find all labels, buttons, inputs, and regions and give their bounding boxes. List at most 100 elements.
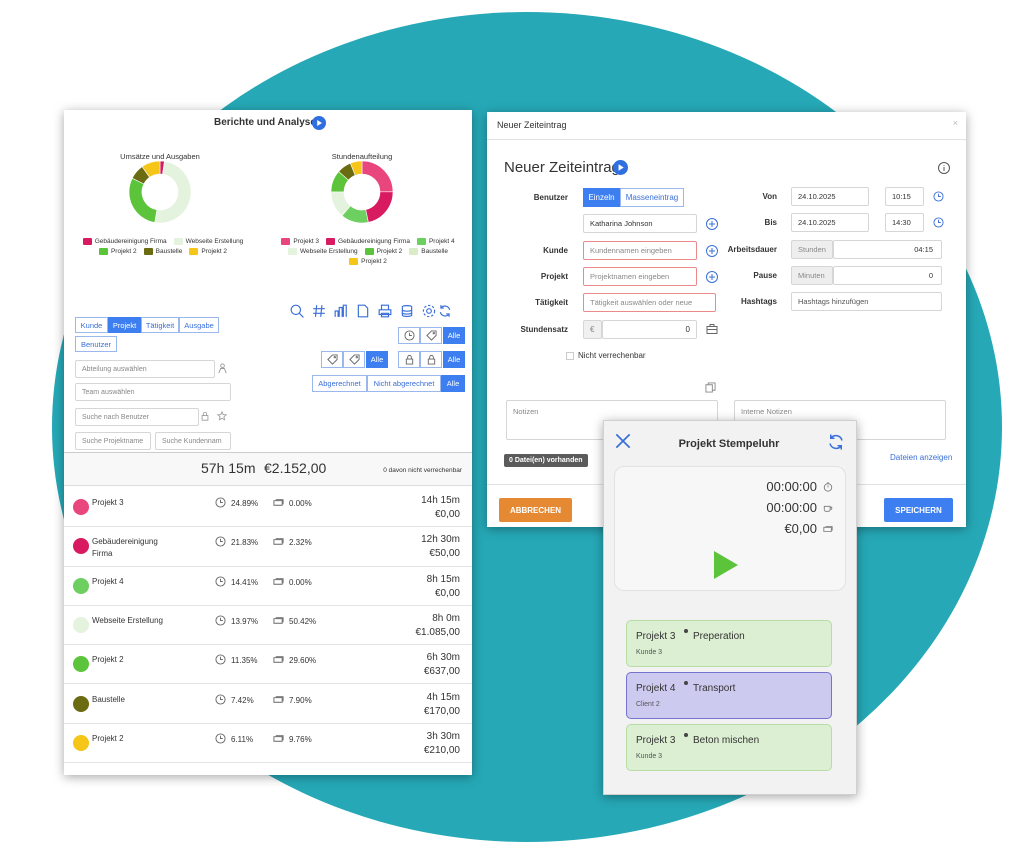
- dialog-title: Neuer Zeiteintrag: [504, 159, 620, 176]
- legend-swatch: [364, 248, 374, 255]
- icon-button[interactable]: [420, 327, 442, 344]
- toggle-button[interactable]: Alle: [443, 327, 465, 344]
- card-customer: Kunde 3: [636, 753, 663, 760]
- report-row[interactable]: Projekt 2 6.11% 9.76% 3h 30m €210,00: [64, 724, 472, 764]
- clock-icon: [933, 217, 944, 228]
- donut-segment: [361, 160, 394, 193]
- row-name: Projekt 2: [92, 655, 124, 665]
- revenue-share: 29.60%: [289, 656, 317, 666]
- toggle-button[interactable]: Alle: [366, 351, 388, 368]
- icon-button[interactable]: [321, 351, 343, 368]
- brief-icon: [706, 324, 718, 334]
- toggle-button[interactable]: Alle: [443, 351, 465, 368]
- lock-glyph: [407, 354, 412, 360]
- report-row[interactable]: Webseite Erstellung 13.97% 50.42% 8h 0m €1.0…: [64, 606, 472, 646]
- time-input[interactable]: 10:15: [885, 187, 924, 206]
- money-glyph: [273, 578, 283, 585]
- close-button[interactable]: [615, 433, 631, 449]
- clock-glyph: [215, 615, 226, 626]
- color-dot: [73, 616, 89, 633]
- row-hours: 14h 15m: [421, 495, 460, 506]
- money-glyph: [273, 736, 283, 742]
- hours-share: 6.11%: [231, 734, 254, 744]
- gear-glyph: [426, 308, 432, 314]
- plus-glyph: [709, 274, 715, 280]
- play-button[interactable]: [713, 550, 739, 580]
- legend-item: Projekt 4: [416, 238, 455, 245]
- report-row[interactable]: Gebäudereinigung Firma 21.83% 2.32% 12h 30m…: [64, 527, 472, 567]
- filter-input[interactable]: Suche Kundennam: [155, 432, 231, 450]
- cup-glyph: [830, 506, 833, 510]
- play-triangle: [714, 551, 738, 579]
- duration-input[interactable]: 04:15: [833, 240, 942, 259]
- filter-input[interactable]: Suche Projektname: [75, 432, 151, 450]
- billing-button[interactable]: Alle: [441, 375, 465, 392]
- date-input[interactable]: 24.10.2025: [791, 187, 869, 206]
- project-input[interactable]: Projektnamen eingeben: [583, 267, 697, 286]
- card-separator: [684, 629, 688, 633]
- money-icon: [273, 695, 284, 703]
- tag-icon: [426, 330, 437, 341]
- project-card[interactable]: Projekt 3 Beton mischen Kunde 3: [626, 724, 832, 771]
- mode-button[interactable]: Masseneintrag: [620, 188, 684, 207]
- timer-icon: [823, 482, 833, 492]
- legend-swatch: [349, 258, 359, 265]
- show-files-link[interactable]: Dateien anzeigen: [890, 453, 953, 462]
- checkbox[interactable]: [566, 352, 574, 360]
- print-glyph: [380, 312, 390, 318]
- legend: Projekt 3 Gebäudereinigung Firma Projekt 4…: [270, 238, 466, 265]
- report-row[interactable]: Baustelle 7.42% 7.90% 4h 15m €170,00: [64, 685, 472, 724]
- timer-glyph: [823, 483, 833, 492]
- billing-button[interactable]: Nicht abgerechnet: [367, 375, 441, 392]
- play-badge: [312, 116, 326, 130]
- report-row[interactable]: Projekt 3 24.89% 0.00% 14h 15m €0,00: [64, 488, 472, 528]
- row-hours: 3h 30m: [426, 730, 460, 742]
- save-button[interactable]: SPEICHERN: [884, 498, 953, 522]
- clock-glyph: [215, 693, 226, 705]
- customer-input[interactable]: Kundennamen eingeben: [583, 241, 697, 260]
- row-hours: 8h 15m: [426, 573, 460, 585]
- icon-button[interactable]: [398, 351, 420, 368]
- time-input[interactable]: 14:30: [885, 213, 924, 232]
- clock-icon: [215, 733, 226, 744]
- tag-glyph: [349, 354, 360, 365]
- rate-input[interactable]: 0: [602, 320, 697, 339]
- clock-glyph: [220, 539, 223, 543]
- gear-icon: [422, 304, 436, 318]
- plus-icon: [706, 218, 718, 230]
- project-card[interactable]: Projekt 4 Transport Client 2: [626, 672, 832, 719]
- mode-button[interactable]: Einzeln: [583, 188, 620, 207]
- icon-button[interactable]: [420, 351, 442, 368]
- db-icon: [401, 305, 413, 317]
- non-billable-note: 0 davon nicht verrechenbar: [383, 467, 462, 474]
- duration-input[interactable]: 0: [833, 266, 942, 285]
- legend-label: Baustelle: [421, 248, 449, 255]
- close-button[interactable]: ×: [952, 118, 958, 128]
- print-icon: [378, 304, 392, 318]
- hashtags-input[interactable]: Hashtags hinzufügen: [791, 292, 942, 311]
- refresh-button[interactable]: [827, 433, 845, 451]
- report-row[interactable]: Projekt 2 11.35% 29.60% 6h 30m €637,00: [64, 645, 472, 685]
- filter-tab[interactable]: Tätigkeit: [141, 317, 179, 333]
- filter-input[interactable]: Team auswählen: [75, 383, 231, 401]
- filter-tab[interactable]: Kunde: [75, 317, 108, 333]
- cancel-button[interactable]: ABBRECHEN: [499, 498, 572, 522]
- x-icon: [615, 433, 631, 449]
- activity-input[interactable]: Tätigkeit auswählen oder neue: [583, 293, 716, 312]
- icon-button[interactable]: [398, 327, 420, 344]
- report-row[interactable]: Projekt 4 14.41% 0.00% 8h 15m €0,00: [64, 567, 472, 606]
- user-input[interactable]: Katharina Johnson: [583, 214, 697, 233]
- filter-tab[interactable]: Benutzer: [75, 336, 117, 352]
- date-input[interactable]: 24.10.2025: [791, 213, 869, 232]
- project-card[interactable]: Projekt 3 Preperation Kunde 3: [626, 620, 832, 667]
- billing-button[interactable]: Abgerechnet: [312, 375, 367, 392]
- filter-input[interactable]: Abteilung auswählen: [75, 360, 215, 378]
- icon-button[interactable]: [343, 351, 365, 368]
- filter-tab[interactable]: Projekt: [108, 317, 141, 333]
- field-label: Hashtags: [740, 297, 777, 306]
- field-label: Von: [762, 192, 777, 201]
- filter-input[interactable]: Suche nach Benutzer: [75, 408, 199, 426]
- divider: [487, 139, 966, 140]
- info-icon: [938, 162, 950, 174]
- filter-tab[interactable]: Ausgabe: [179, 317, 219, 333]
